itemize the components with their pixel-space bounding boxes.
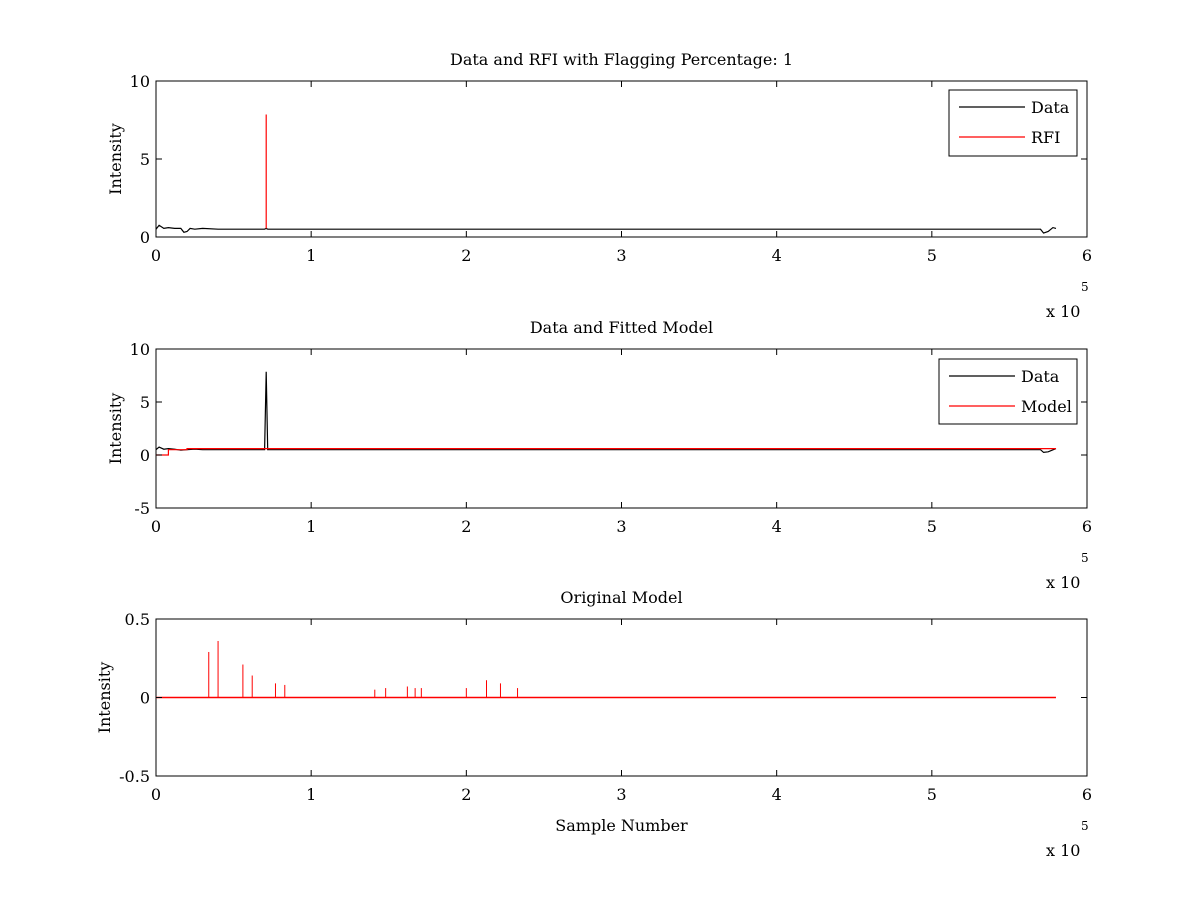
x-tick-label: 1	[306, 246, 316, 265]
x-exponent-base: x 10	[1046, 573, 1080, 592]
x-exponent-base: x 10	[1046, 841, 1080, 860]
y-axis-label: Intensity	[106, 123, 125, 195]
axes-frame	[155, 80, 1088, 238]
legend-box	[948, 89, 1078, 157]
x-tick-label: 0	[151, 785, 161, 804]
x-tick-label: 2	[461, 517, 471, 536]
x-exponent-power: 5	[1081, 551, 1089, 565]
series-line-model	[156, 448, 1056, 456]
x-tick-label: 3	[616, 246, 626, 265]
legend: Data RFI	[948, 89, 1078, 157]
x-tick-label: 0	[151, 517, 161, 536]
axes-frame	[155, 348, 1088, 509]
x-tick-label: 3	[616, 517, 626, 536]
x-tick-label: 5	[927, 517, 937, 536]
x-exponent-power: 5	[1081, 280, 1089, 294]
x-exponent-power: 5	[1081, 819, 1089, 833]
y-axis-label: Intensity	[95, 662, 114, 734]
y-tick-label: 5	[140, 393, 150, 412]
plot-area	[156, 640, 1056, 699]
y-tick-label: -0.5	[119, 767, 150, 786]
y-tick-label: -5	[134, 499, 150, 518]
x-tick-label: 3	[616, 785, 626, 804]
y-tick-label: 0	[140, 446, 150, 465]
legend-box	[938, 358, 1078, 425]
chart-title: Original Model	[560, 588, 682, 607]
x-tick-label: 0	[151, 246, 161, 265]
legend-label-rfi: RFI	[1031, 128, 1060, 147]
x-tick-label: 5	[927, 246, 937, 265]
x-axis-label: Sample Number	[555, 816, 688, 835]
chart-title: Data and Fitted Model	[530, 318, 713, 337]
chart-title: Data and RFI with Flagging Percentage: 1	[450, 50, 793, 69]
y-tick-label: 10	[130, 72, 150, 91]
y-tick-label: 5	[140, 150, 150, 169]
legend-label-model: Model	[1021, 397, 1072, 416]
x-exponent-base: x 10	[1046, 302, 1080, 321]
x-tick-label: 1	[306, 517, 316, 536]
x-tick-label: 2	[461, 785, 471, 804]
legend-label-data: Data	[1021, 367, 1060, 386]
legend: Data Model	[938, 358, 1078, 425]
x-tick-label: 4	[772, 517, 782, 536]
y-tick-label: 0	[140, 689, 150, 708]
y-tick-label: 0.5	[125, 610, 150, 629]
y-tick-label: 10	[130, 340, 150, 359]
y-axis-label: Intensity	[106, 393, 125, 465]
plot-area	[156, 371, 1057, 456]
x-tick-label: 5	[927, 785, 937, 804]
legend-label-data: Data	[1031, 98, 1070, 117]
x-tick-label: 1	[306, 785, 316, 804]
subplot-1: 0 1 2 3 4 5 6 0 5 10 Data and RFI with Flagging Pe…	[106, 50, 1092, 321]
x-tick-label: 2	[461, 246, 471, 265]
plot-area	[156, 114, 1057, 234]
x-tick-label: 4	[772, 785, 782, 804]
x-tick-label: 6	[1082, 785, 1092, 804]
y-tick-label: 0	[140, 228, 150, 247]
x-tick-label: 4	[772, 246, 782, 265]
x-tick-label: 6	[1082, 517, 1092, 536]
x-tick-label: 6	[1082, 246, 1092, 265]
